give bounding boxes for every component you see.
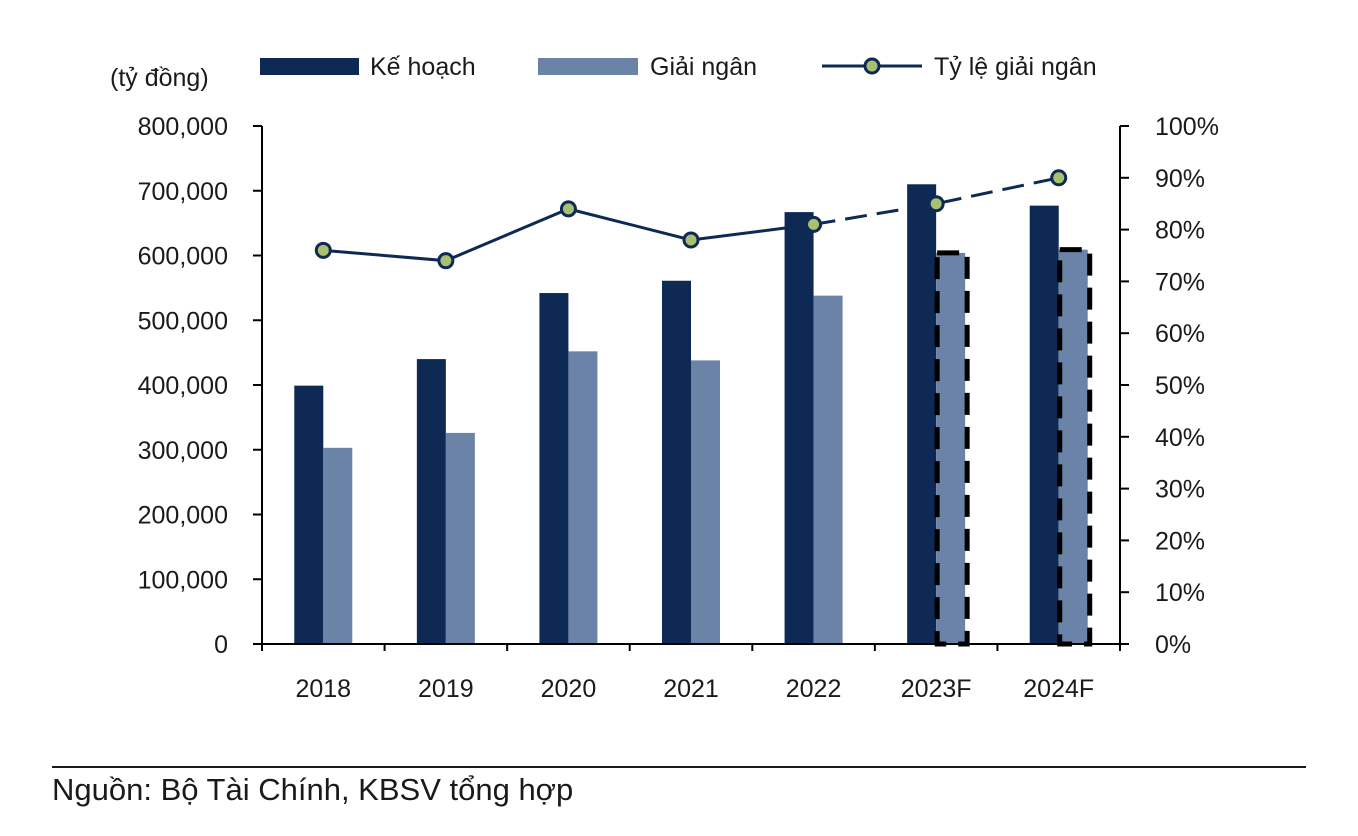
y-right-tick-label: 80%: [1155, 217, 1205, 245]
source-divider: [52, 766, 1306, 768]
x-tick-label: 2023F: [901, 675, 972, 703]
y-right-tick-label: 0%: [1155, 631, 1191, 659]
x-tick-label: 2021: [663, 675, 719, 703]
rate-point-2019: [437, 252, 455, 270]
bar-giai-ngan-2019: [445, 432, 475, 644]
y-left-tick-label: 400,000: [138, 372, 228, 400]
y-right-tick-label: 100%: [1155, 113, 1219, 141]
x-tick-label: 2024F: [1023, 675, 1094, 703]
source-note: Nguồn: Bộ Tài Chính, KBSV tổng hợp: [52, 772, 574, 807]
bar-ke-hoach-2018: [294, 385, 324, 644]
y-left-unit-label: (tỷ đồng): [110, 64, 209, 92]
y-right-tick-label: 10%: [1155, 579, 1205, 607]
y-right-tick-label: 60%: [1155, 320, 1205, 348]
rate-point-2022: [805, 215, 823, 233]
x-tick-label: 2019: [418, 675, 474, 703]
bar-giai-ngan-2020: [568, 351, 598, 644]
legend-marker-ty-le: [863, 57, 881, 75]
legend-swatch-ke-hoach: [260, 58, 359, 75]
bar-giai-ngan-2023F: [936, 252, 966, 644]
legend-label-ty-le: Tỷ lệ giải ngân: [934, 53, 1097, 81]
rate-point-2023F: [927, 195, 945, 213]
y-right-tick-label: 90%: [1155, 165, 1205, 193]
bar-giai-ngan-2022: [813, 295, 843, 644]
y-left-tick-label: 100,000: [138, 566, 228, 594]
rate-point-2020: [559, 200, 577, 218]
bar-ke-hoach-2021: [662, 280, 691, 644]
chart-canvas: 0 100,000 200,000 300,000 400,000 500,000 600,…: [110, 53, 1219, 703]
bar-ke-hoach-2024F: [1029, 205, 1059, 644]
y-left-tick-label: 700,000: [138, 178, 228, 206]
forecast-outline-2023F: [934, 250, 970, 647]
rate-point-2024F: [1050, 169, 1068, 187]
y-right-tick-label: 50%: [1155, 372, 1205, 400]
legend-label-giai-ngan: Giải ngân: [650, 53, 757, 81]
bar-giai-ngan-2024F: [1058, 249, 1088, 645]
x-tick-label: 2018: [295, 675, 351, 703]
x-tick-label: 2020: [541, 675, 597, 703]
legend-swatch-giai-ngan: [538, 58, 638, 75]
bar-ke-hoach-2022: [784, 212, 814, 644]
bar-giai-ngan-2021: [691, 360, 720, 644]
legend-label-ke-hoach: Kế hoạch: [370, 53, 476, 81]
y-left-tick-label: 500,000: [138, 307, 228, 335]
bar-ke-hoach-2019: [416, 359, 446, 644]
y-left-tick-label: 800,000: [138, 113, 228, 141]
y-right-tick-label: 70%: [1155, 268, 1205, 296]
rate-point-2018: [314, 241, 332, 259]
rate-line-forecast: [813, 176, 1060, 226]
rate-point-2021: [682, 231, 700, 249]
y-right-tick-label: 30%: [1155, 476, 1205, 504]
y-left-tick-label: 300,000: [138, 437, 228, 465]
y-right-tick-label: 40%: [1155, 424, 1205, 452]
y-left-tick-label: 600,000: [138, 243, 228, 271]
bar-ke-hoach-2023F: [907, 184, 937, 644]
bar-ke-hoach-2020: [539, 293, 569, 644]
bar-giai-ngan-2018: [323, 447, 353, 644]
y-left-tick-label: 200,000: [138, 502, 228, 530]
y-right-tick-label: 20%: [1155, 527, 1205, 555]
x-tick-label: 2022: [786, 675, 842, 703]
forecast-outline-2024F: [1057, 247, 1093, 647]
y-left-tick-label: 0: [214, 631, 228, 659]
